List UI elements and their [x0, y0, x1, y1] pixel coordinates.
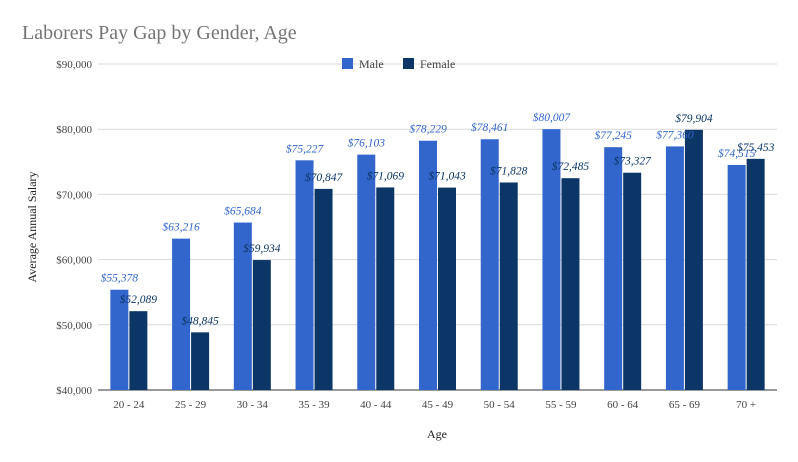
- bar-male: [295, 160, 314, 390]
- data-label-female: $48,845: [181, 314, 219, 327]
- bar-female: [623, 172, 642, 390]
- bar-female: [314, 188, 333, 390]
- legend-label-male: Male: [359, 57, 384, 71]
- data-label-female: $79,904: [675, 112, 713, 125]
- bar-male: [110, 289, 129, 390]
- bar-male: [727, 164, 746, 390]
- x-tick-label: 70 +: [736, 399, 756, 411]
- y-tick-label: $80,000: [56, 124, 92, 136]
- bar-male: [604, 147, 623, 390]
- x-axis-ticks: 20 - 24 25 - 29 30 - 34 35 - 39 40 - 44 45 - …: [113, 399, 756, 411]
- bar-male: [172, 238, 191, 390]
- bar-female: [376, 187, 395, 390]
- y-tick-label: $50,000: [56, 320, 92, 332]
- x-tick-label: 50 - 54: [484, 399, 516, 411]
- y-tick-label: $70,000: [56, 189, 92, 201]
- data-label-male: $80,007: [533, 111, 572, 124]
- gridlines: [98, 63, 777, 391]
- bar-male: [665, 146, 684, 390]
- data-label-female: $52,089: [120, 293, 158, 306]
- bar-male: [480, 139, 499, 390]
- chart-title: Laborers Pay Gap by Gender, Age: [22, 22, 297, 44]
- bar-male: [419, 140, 437, 390]
- bar-female: [191, 332, 210, 390]
- x-tick-label: 35 - 39: [298, 399, 330, 411]
- bar-female: [684, 129, 703, 390]
- bar-female: [499, 182, 518, 390]
- data-label-male: $76,103: [348, 137, 386, 150]
- legend-swatch-male: [342, 58, 353, 69]
- x-tick-label: 25 - 29: [175, 399, 207, 411]
- data-label-female: $73,327: [613, 155, 652, 168]
- x-tick-label: 60 - 64: [607, 399, 639, 411]
- legend-label-female: Female: [420, 57, 455, 71]
- data-label-female: $59,934: [243, 242, 281, 255]
- x-tick-label: 45 - 49: [422, 399, 454, 411]
- legend: Male Female: [342, 57, 455, 71]
- x-tick-label: 55 - 59: [545, 399, 577, 411]
- y-tick-label: $40,000: [56, 385, 92, 397]
- x-axis-title: Age: [427, 427, 447, 441]
- bars: [110, 129, 765, 390]
- data-label-male: $77,360: [656, 128, 694, 141]
- bar-female: [561, 178, 580, 390]
- data-label-male: $74,515: [718, 147, 756, 160]
- data-label-male: $78,461: [471, 121, 508, 134]
- x-tick-label: 65 - 69: [669, 399, 701, 411]
- data-label-female: $75,453: [737, 141, 775, 154]
- y-tick-label: $90,000: [56, 59, 92, 71]
- bar-male: [357, 154, 376, 390]
- y-tick-label: $60,000: [56, 255, 92, 267]
- data-label-female: $71,828: [490, 164, 528, 177]
- y-axis-title: Average Annual Salary: [25, 171, 39, 282]
- data-label-male: $55,378: [101, 272, 139, 285]
- x-tick-label: 30 - 34: [237, 399, 269, 411]
- data-label-female: $72,485: [552, 160, 590, 173]
- data-labels: $55,378 $52,089 $63,216 $48,845 $65,684 $59,9…: [101, 111, 775, 327]
- data-label-male: $78,229: [409, 123, 447, 136]
- x-tick-label: 40 - 44: [360, 399, 392, 411]
- data-label-female: $70,847: [305, 171, 344, 184]
- bar-male: [233, 222, 252, 390]
- bar-female: [129, 311, 148, 390]
- data-label-female: $71,043: [428, 170, 466, 183]
- data-label-male: $75,227: [286, 142, 325, 155]
- legend-swatch-female: [403, 58, 414, 69]
- bar-female: [438, 187, 456, 390]
- data-label-male: $77,245: [594, 129, 632, 142]
- x-tick-label: 20 - 24: [113, 399, 145, 411]
- data-label-female: $71,069: [367, 169, 405, 182]
- bar-female: [252, 260, 271, 390]
- data-label-male: $65,684: [224, 205, 262, 218]
- y-axis-ticks: $40,000 $50,000 $60,000 $70,000 $80,000 $90,0…: [56, 59, 92, 397]
- data-label-male: $63,216: [162, 221, 200, 234]
- bar-female: [746, 158, 765, 390]
- bar-male: [542, 129, 561, 390]
